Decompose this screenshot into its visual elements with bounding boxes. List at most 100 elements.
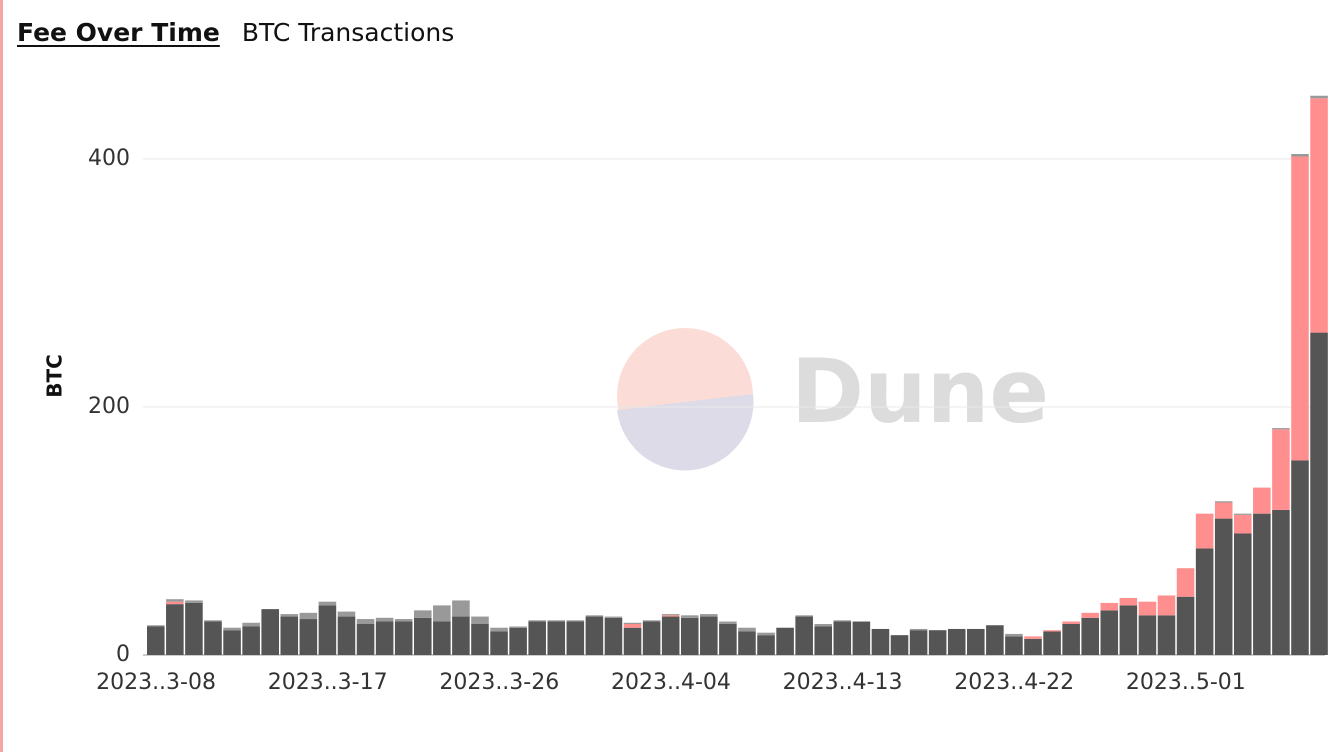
- bar-segment: [642, 621, 661, 655]
- bar-segment: [337, 616, 356, 655]
- bar-segment: [1081, 612, 1099, 618]
- bar-segment: [566, 621, 585, 655]
- bar-segment: [1157, 595, 1176, 616]
- bar-segment: [147, 625, 165, 627]
- bar-segment: [1100, 610, 1119, 655]
- bar-segment: [204, 620, 222, 622]
- bar-segment: [833, 620, 852, 622]
- bar-segment: [623, 622, 642, 624]
- bar-segment: [1043, 630, 1061, 632]
- bar-segment: [413, 617, 432, 655]
- bar-segment: [433, 621, 451, 655]
- bar-segment: [719, 621, 737, 624]
- bar-segment: [909, 630, 928, 655]
- bar-segment: [1176, 596, 1195, 655]
- bar-segment: [1195, 548, 1214, 655]
- bar-segment: [547, 620, 566, 622]
- tab[interactable]: Fee Over Time: [17, 18, 220, 47]
- bar-segment: [680, 617, 699, 655]
- bar-segment: [1138, 601, 1157, 616]
- x-tick-label: 2023..3-17: [268, 670, 388, 695]
- bar-segment: [528, 621, 546, 655]
- bar-segment: [413, 610, 432, 618]
- bar-segment: [852, 621, 871, 655]
- bar-segment: [623, 624, 642, 628]
- bar-segment: [1233, 513, 1252, 515]
- bar-segment: [452, 616, 470, 655]
- bar-segment: [795, 615, 813, 617]
- bar-segment: [1043, 631, 1061, 655]
- bar-segment: [661, 616, 680, 655]
- tab[interactable]: BTC Transactions: [241, 18, 455, 47]
- bar-segment: [680, 615, 699, 618]
- bar-segment: [604, 616, 623, 618]
- bar-segment: [776, 627, 794, 655]
- watermark: Dune: [791, 340, 1049, 443]
- bar-segment: [299, 612, 318, 620]
- bar-segment: [1176, 568, 1195, 597]
- bar-segment: [1291, 460, 1309, 655]
- y-tick-label: 0: [116, 642, 130, 667]
- bar-segment: [1291, 156, 1309, 461]
- bar-segment: [700, 616, 718, 655]
- bar-segment: [356, 624, 375, 655]
- bar-segment: [1195, 513, 1214, 549]
- bar-segment: [394, 619, 413, 622]
- bar-segment: [909, 628, 928, 631]
- bar-segment: [547, 621, 566, 655]
- bar-segment: [1062, 624, 1080, 655]
- bar-segment: [166, 601, 184, 605]
- x-tick-label: 2023..4-04: [611, 670, 731, 695]
- bar-segment: [814, 626, 833, 655]
- bar-segment: [299, 619, 318, 655]
- bar-segment: [1272, 428, 1290, 430]
- bar-segment: [433, 605, 451, 622]
- y-tick-label: 200: [88, 394, 130, 419]
- bar-segment: [604, 617, 623, 655]
- bar-segment: [204, 621, 222, 655]
- bar-segment: [1214, 502, 1233, 519]
- bar-segment: [1214, 501, 1233, 503]
- bar-segment: [185, 602, 203, 655]
- bar-segment: [185, 600, 203, 603]
- bar-segment: [1272, 509, 1290, 655]
- bar-segment: [642, 620, 661, 622]
- bar-segment: [1233, 533, 1252, 655]
- bar-segment: [871, 628, 890, 655]
- bar-segment: [890, 635, 909, 655]
- bar-segment: [375, 621, 394, 655]
- chart: Dune BTC 0 200 400 2023..3-08 2023..3-17 2023…: [43, 95, 1328, 695]
- bar-segment: [1119, 605, 1138, 655]
- bar-segment: [1138, 615, 1157, 655]
- bar-segment: [375, 617, 394, 622]
- bar-segment: [509, 627, 527, 655]
- bar-segment: [452, 600, 470, 617]
- bar-segment: [795, 616, 813, 655]
- bar-segment: [528, 620, 546, 622]
- bar-segment: [1100, 602, 1119, 611]
- bar-segment: [947, 628, 966, 655]
- bar-segment: [661, 615, 680, 617]
- bar-segment: [967, 628, 985, 655]
- bar-segment: [490, 631, 508, 655]
- bar-segment: [166, 599, 184, 602]
- bar-segment: [471, 616, 489, 624]
- bar-segment: [280, 614, 299, 617]
- bar-segment: [814, 624, 833, 627]
- bar-segment: [986, 625, 1004, 655]
- bar-segment: [1214, 518, 1233, 655]
- tabs: Fee Over Time BTC Transactions: [17, 18, 454, 47]
- bar-segment: [1005, 636, 1023, 655]
- x-tick-label: 2023..5-01: [1126, 670, 1246, 695]
- bar-segment: [1119, 597, 1138, 606]
- bar-segment: [1310, 98, 1328, 333]
- bar-segment: [1024, 636, 1042, 639]
- bar-segment: [242, 622, 260, 627]
- bar-segment: [1005, 633, 1023, 637]
- bar-segment: [623, 627, 642, 655]
- bar-segment: [490, 627, 508, 632]
- bar-segment: [337, 611, 356, 617]
- x-tick-label: 2023..4-22: [954, 670, 1074, 695]
- bar-segment: [566, 620, 585, 622]
